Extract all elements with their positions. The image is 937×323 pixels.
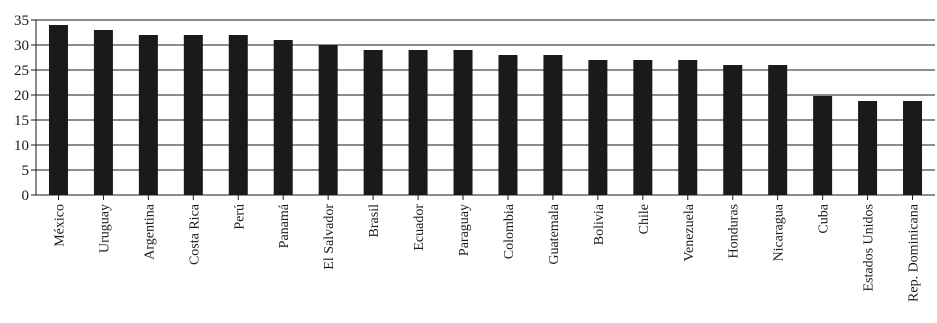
x-tick-label: Argentina <box>142 203 157 260</box>
bar <box>318 45 338 195</box>
y-tick-label: 20 <box>14 88 29 104</box>
y-tick-label: 0 <box>22 188 30 204</box>
bars <box>48 25 923 195</box>
bar <box>93 30 113 195</box>
x-tick-label: Venezuela <box>682 203 697 261</box>
bar <box>138 35 158 195</box>
bar <box>183 35 203 195</box>
x-tick-label: Nicaragua <box>772 203 787 261</box>
x-tick-label: Ecuador <box>412 204 427 251</box>
y-tick-label: 15 <box>14 113 29 129</box>
x-tick-label: Guatemala <box>547 203 562 264</box>
x-tick-label: Bolivia <box>592 203 607 245</box>
bar <box>498 55 518 195</box>
y-tick-label: 5 <box>22 163 30 179</box>
y-tick-label: 10 <box>14 138 29 154</box>
x-tick-label: Chile <box>637 204 652 234</box>
y-tick-label: 35 <box>14 13 29 29</box>
bar <box>588 60 608 195</box>
y-tick-label: 30 <box>14 38 29 54</box>
x-axis: México Uruguay Argentina Costa Rica Perú Pana… <box>52 195 922 302</box>
x-tick-label: Uruguay <box>97 204 112 253</box>
x-tick-label: Panamá <box>277 203 292 248</box>
x-tick-label: Cuba <box>817 203 832 233</box>
bar <box>228 35 248 195</box>
bar <box>678 60 698 195</box>
bar <box>363 50 383 195</box>
x-tick-label: México <box>52 204 67 247</box>
x-tick-label: Colombia <box>502 203 517 259</box>
bar <box>723 65 743 195</box>
gridlines <box>36 19 935 196</box>
bar <box>633 60 653 195</box>
bar <box>453 50 473 195</box>
x-tick-label: Honduras <box>727 204 742 258</box>
x-tick-label: Estados Unidos <box>862 204 877 292</box>
bar <box>543 55 563 195</box>
x-tick-label: Costa Rica <box>187 203 202 265</box>
x-tick-label: Paraguay <box>457 204 472 256</box>
bar <box>813 96 833 195</box>
y-tick-label: 25 <box>14 63 29 79</box>
y-axis: 0 5 10 15 20 25 30 35 <box>14 13 37 204</box>
bar <box>858 101 878 195</box>
bar <box>408 50 428 195</box>
x-tick-label: Brasil <box>367 204 382 238</box>
x-tick-label: Perú <box>232 204 247 230</box>
bar <box>903 101 923 195</box>
bar <box>48 25 68 195</box>
x-tick-label: El Salvador <box>322 204 337 270</box>
bar <box>273 40 293 195</box>
bar <box>768 65 788 195</box>
x-tick-label: Rep. Dominicana <box>907 203 922 302</box>
